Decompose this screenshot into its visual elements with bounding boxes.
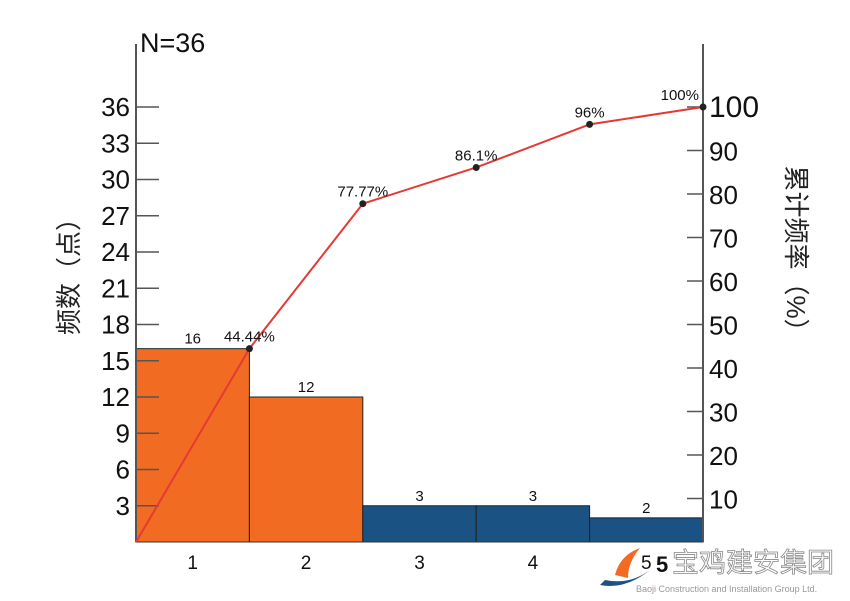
x-tick-label: 1 — [187, 553, 198, 574]
y2-tick-label: 90 — [709, 137, 738, 167]
x-tick-label: 3 — [414, 553, 425, 574]
bar-2 — [248, 396, 364, 543]
bar-value-label: 2 — [642, 500, 650, 517]
bar-value-label: 16 — [184, 331, 201, 348]
y-axis-label: 频数（点） — [54, 205, 84, 335]
y2-tick-label: 80 — [709, 180, 738, 210]
y2-tick-label: 10 — [709, 485, 738, 515]
x-tick-label: 2 — [301, 553, 312, 574]
y-tick-label: 21 — [101, 273, 130, 303]
y2-tick-label: 30 — [709, 398, 738, 428]
watermark-prefix: 5 — [656, 552, 668, 577]
bar-4 — [475, 505, 591, 543]
x-tick-label: 4 — [528, 553, 539, 574]
y-tick-label: 9 — [116, 418, 130, 448]
cumulative-point — [472, 163, 480, 171]
logo-sail-icon — [615, 548, 640, 578]
y-tick-label: 24 — [101, 237, 130, 267]
watermark-text: 宝鸡建安集团 — [672, 548, 834, 578]
bar-5 — [589, 517, 704, 543]
logo-swoosh-icon — [600, 570, 650, 586]
y2-tick-label: 20 — [709, 441, 738, 471]
y-tick-label: 36 — [101, 92, 130, 122]
watermark-subtext: Baoji Construction and Installation Grou… — [636, 584, 817, 594]
y-tick-label: 18 — [101, 310, 130, 340]
y-tick-label: 3 — [116, 491, 130, 521]
y2-tick-label: 100 — [709, 91, 759, 124]
cumulative-label: 44.44% — [224, 329, 275, 346]
sample-size-label: N=36 — [140, 28, 205, 58]
cumulative-point — [586, 120, 594, 128]
y2-axis-label: 累计频率（%） — [781, 165, 811, 344]
bar-value-label: 3 — [415, 488, 423, 505]
cumulative-point — [699, 103, 707, 111]
y-tick-label: 6 — [116, 455, 130, 485]
y-tick-label: 15 — [101, 346, 130, 376]
cumulative-label: 96% — [575, 104, 605, 121]
cumulative-point — [359, 200, 367, 208]
y2-tick-label: 70 — [709, 224, 738, 254]
cumulative-line — [135, 106, 704, 543]
bar-value-label: 3 — [529, 488, 537, 505]
y2-tick-label: 40 — [709, 354, 738, 384]
y2-tick-label: 60 — [709, 267, 738, 297]
cumulative-label: 100% — [661, 87, 699, 104]
y-tick-label: 30 — [101, 165, 130, 195]
y-tick-label: 27 — [101, 201, 130, 231]
y2-tick-label: 50 — [709, 311, 738, 341]
cumulative-label: 77.77% — [337, 184, 388, 201]
bar-value-label: 12 — [298, 379, 315, 396]
bar-3 — [362, 505, 477, 543]
cumulative-point — [245, 345, 253, 353]
x-tick-label: 5 — [641, 553, 652, 574]
y-tick-label: 33 — [101, 128, 130, 158]
cumulative-label: 86.1% — [455, 147, 498, 164]
y-tick-label: 12 — [101, 382, 130, 412]
